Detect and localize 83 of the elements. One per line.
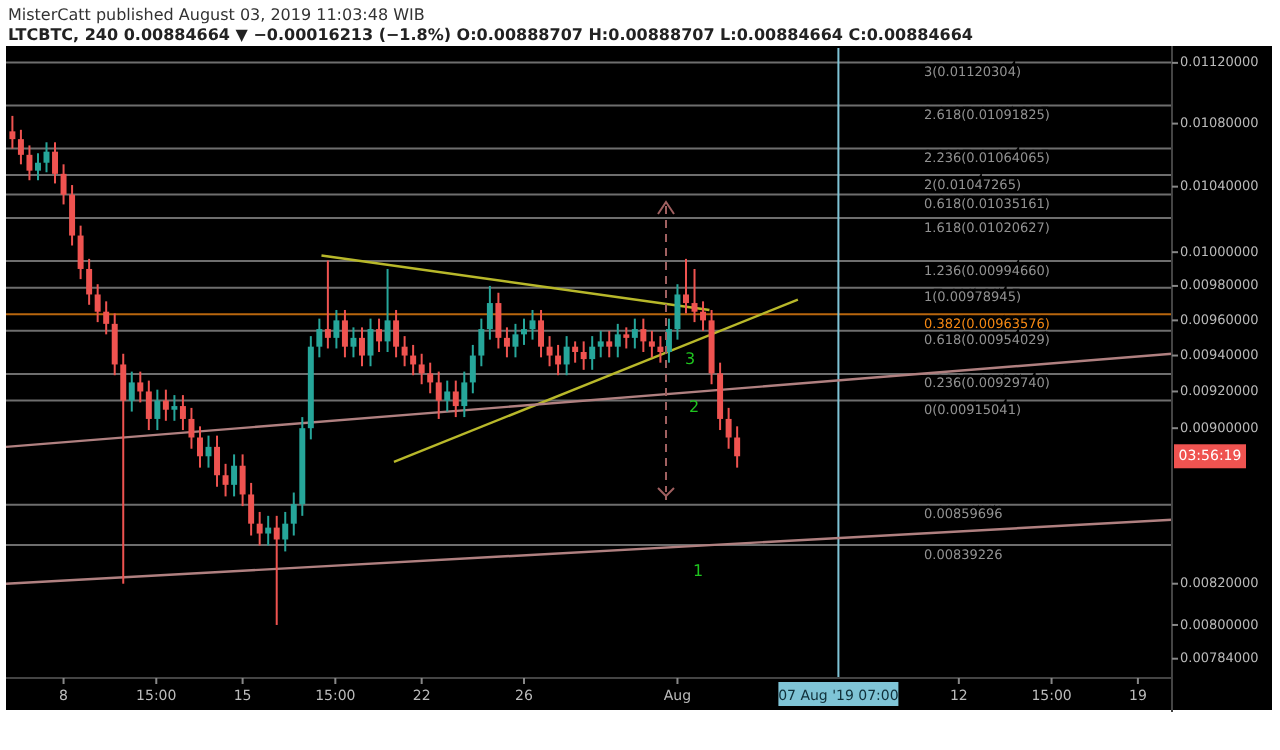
annotation: 1 — [692, 562, 704, 581]
candlestick — [341, 308, 348, 359]
candlestick — [435, 370, 442, 420]
chart-title: LTCBTC, 240 0.00884664 ▼ −0.00016213 (−1.8%) O:0.00888707 H:0.00888707 L:0.00884664 C:0.00884664 — [8, 26, 974, 44]
candlestick — [256, 510, 263, 547]
candlestick — [538, 308, 545, 359]
candlestick — [674, 283, 681, 341]
candlestick — [572, 340, 579, 364]
candlestick — [555, 343, 562, 377]
candlestick — [393, 308, 400, 359]
candlestick — [333, 308, 340, 350]
candlestick — [359, 326, 365, 368]
candlestick — [734, 425, 741, 469]
candlestick — [512, 322, 519, 359]
candlestick — [469, 343, 476, 395]
candlestick — [86, 257, 93, 306]
candlestick — [103, 300, 110, 336]
candlestick — [316, 317, 323, 359]
candlestick — [623, 326, 630, 350]
candlestick — [77, 224, 84, 281]
candlestick — [162, 388, 169, 422]
candlestick — [52, 141, 59, 185]
candlestick — [111, 312, 118, 377]
candlestick — [683, 257, 689, 315]
candlestick — [273, 514, 280, 626]
candlestick — [418, 352, 425, 386]
candlestick — [179, 394, 186, 432]
annotation: 3 — [684, 350, 696, 369]
candlestick — [606, 329, 613, 359]
candlestick — [503, 326, 510, 359]
candlestick — [137, 370, 144, 404]
candlestick — [410, 343, 417, 377]
candlestick — [486, 284, 493, 341]
candlestick — [60, 163, 67, 206]
candlestick — [231, 453, 238, 498]
candlestick — [700, 300, 707, 332]
candlestick — [17, 128, 24, 166]
candlestick — [563, 335, 570, 377]
candlestick — [614, 322, 621, 359]
candlestick — [120, 352, 127, 585]
candlestick — [26, 144, 33, 182]
candlestick — [580, 340, 587, 371]
candlestick — [196, 425, 203, 469]
candlestick — [657, 335, 664, 364]
candlestick — [452, 379, 459, 419]
chart-subtitle: MisterCatt published August 03, 2019 11:03:48 WIB — [8, 6, 425, 24]
candlestick — [461, 370, 468, 419]
candlestick — [188, 406, 195, 450]
candlestick — [427, 361, 434, 395]
candlestick — [350, 326, 357, 359]
candlestick — [640, 317, 647, 353]
candlestick — [401, 335, 408, 368]
candlestick — [648, 329, 655, 359]
candlestick — [290, 491, 297, 537]
candlestick — [495, 291, 502, 350]
candlestick — [94, 283, 101, 324]
candlestick — [597, 329, 604, 359]
candlestick — [154, 388, 161, 432]
candlestick — [631, 317, 638, 350]
candlestick — [69, 184, 76, 247]
candlestick — [145, 379, 152, 432]
annotation: 2 — [688, 398, 700, 417]
candlestick — [171, 394, 178, 422]
candlestick — [717, 361, 724, 432]
candlestick — [376, 317, 383, 353]
candlestick — [239, 453, 246, 508]
candlestick — [589, 335, 596, 371]
candlestick — [214, 434, 221, 488]
candlestick — [546, 335, 553, 368]
candlestick — [222, 462, 229, 498]
candlestick — [324, 259, 331, 350]
candlestick — [34, 152, 41, 182]
candlestick — [725, 406, 732, 450]
candlestick — [665, 317, 672, 364]
candlestick — [444, 379, 451, 413]
candlestick — [478, 317, 485, 368]
candlestick — [248, 481, 255, 537]
candlestick — [384, 267, 391, 353]
candlestick — [265, 514, 272, 547]
candlestick — [128, 370, 135, 413]
candlestick — [282, 510, 289, 553]
candlestick — [521, 317, 527, 346]
candlestick — [9, 114, 16, 150]
